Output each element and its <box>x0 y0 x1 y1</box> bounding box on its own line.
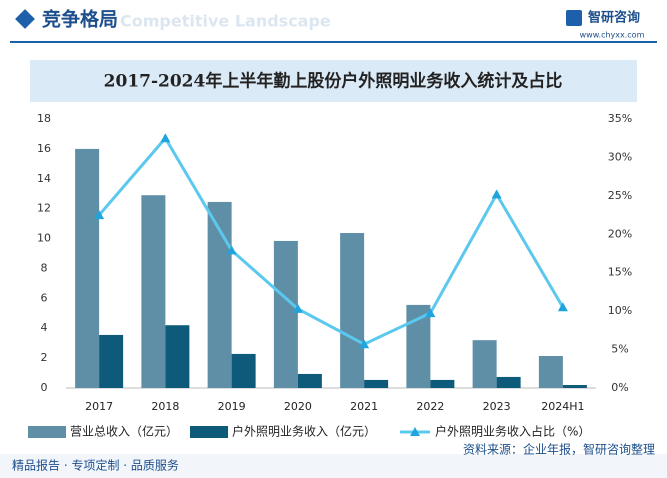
bar <box>340 233 365 388</box>
y2-tick-label: 20% <box>608 227 632 240</box>
y-tick-label: 8 <box>41 261 48 274</box>
y-tick-label: 10 <box>37 232 51 245</box>
legend-swatch <box>190 426 228 438</box>
bar <box>364 379 389 388</box>
line-marker <box>160 133 171 143</box>
x-tick-label: 2021 <box>350 400 378 413</box>
x-tick-label: 2018 <box>151 400 179 413</box>
line-marker <box>491 189 502 199</box>
bar <box>273 240 298 388</box>
y2-tick-label: 30% <box>608 150 632 163</box>
y2-tick-label: 25% <box>608 189 632 202</box>
y2-tick-label: 5% <box>611 343 628 356</box>
header-subtitle: Competitive Landscape <box>120 12 331 31</box>
title-box <box>30 60 637 102</box>
bar <box>297 373 322 388</box>
logo-url: www.chyxx.com <box>580 31 645 40</box>
y-tick-label: 4 <box>41 321 48 334</box>
line-marker <box>557 302 568 312</box>
y-tick-label: 18 <box>37 112 51 125</box>
header-title: 竞争格局 <box>42 8 118 31</box>
x-tick-label: 2024H1 <box>541 400 584 413</box>
bar <box>430 379 455 388</box>
footer-bar <box>0 454 667 478</box>
line <box>97 135 565 346</box>
y-tick-label: 6 <box>41 291 48 304</box>
logo-icon <box>566 10 582 26</box>
x-tick-label: 2022 <box>416 400 444 413</box>
legend-label: 营业总收入（亿元） <box>70 424 178 439</box>
line-marker <box>226 245 237 255</box>
bar <box>165 325 190 388</box>
source: 资料来源：企业年报，智研咨询整理 <box>463 442 655 457</box>
footer-slogan: 精品报告 · 专项定制 · 品质服务 <box>12 458 179 473</box>
legend-label: 户外照明业务收入占比（%） <box>435 424 590 439</box>
bar <box>75 148 100 388</box>
y2-tick-label: 0% <box>611 381 628 394</box>
x-tick-label: 2023 <box>483 400 511 413</box>
y2-tick-label: 10% <box>608 304 632 317</box>
logo-name: 智研咨询 <box>588 10 640 26</box>
bar <box>231 353 256 388</box>
x-tick-label: 2019 <box>218 400 246 413</box>
line-marker <box>425 308 436 318</box>
x-tick-label: 2020 <box>284 400 312 413</box>
bar <box>496 376 521 388</box>
header-icon <box>15 9 35 29</box>
y-tick-label: 2 <box>41 351 48 364</box>
y2-tick-label: 35% <box>608 112 632 125</box>
legend-marker <box>410 427 420 436</box>
y-tick-label: 16 <box>37 142 51 155</box>
y-tick-label: 12 <box>37 202 51 215</box>
bar <box>538 356 563 388</box>
bar <box>99 334 124 388</box>
legend-label: 户外照明业务收入（亿元） <box>232 424 376 439</box>
bar <box>562 385 587 388</box>
x-tick-label: 2017 <box>85 400 113 413</box>
y-tick-label: 14 <box>37 172 51 185</box>
legend-swatch <box>28 426 66 438</box>
bar <box>472 340 497 388</box>
y2-tick-label: 15% <box>608 266 632 279</box>
y-tick-label: 0 <box>41 381 48 394</box>
bar <box>141 195 166 388</box>
line-marker <box>359 339 370 349</box>
line-marker <box>94 210 105 220</box>
chart-title: 2017-2024年上半年勤上股份户外照明业务收入统计及占比 <box>104 71 563 92</box>
line-marker <box>292 303 303 313</box>
